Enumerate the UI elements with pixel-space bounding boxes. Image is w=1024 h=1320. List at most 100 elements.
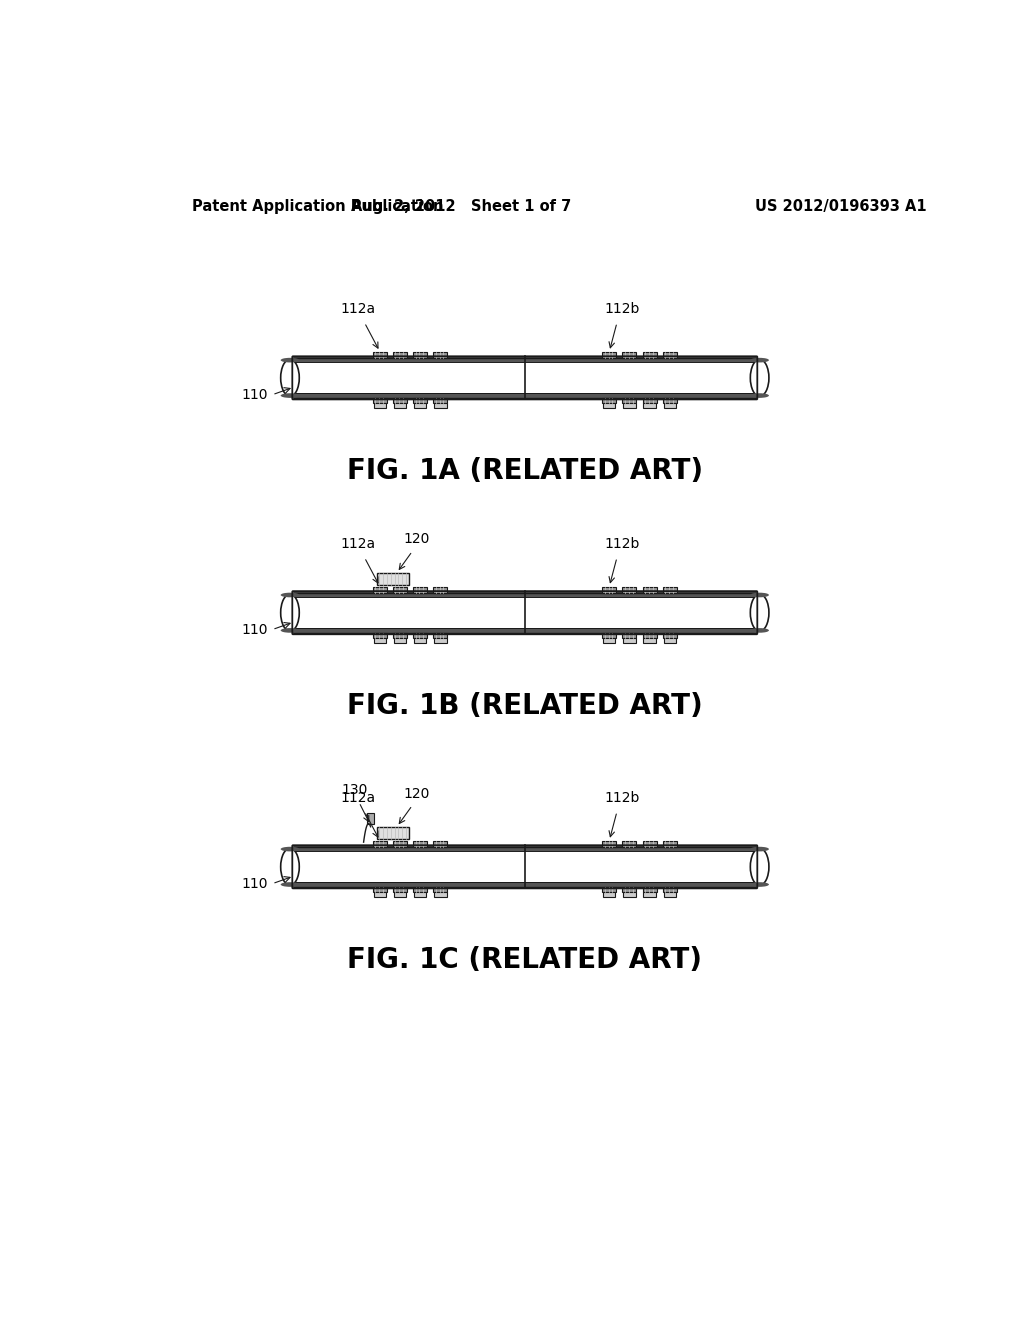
Ellipse shape xyxy=(281,359,299,396)
Bar xyxy=(294,393,756,397)
Bar xyxy=(643,397,656,404)
Bar xyxy=(374,638,386,643)
Text: 112a: 112a xyxy=(341,537,376,552)
Bar xyxy=(414,632,427,638)
Bar xyxy=(624,404,636,408)
Bar xyxy=(643,841,656,847)
Text: 120: 120 xyxy=(403,532,429,546)
Bar xyxy=(414,887,427,892)
Bar xyxy=(643,892,655,896)
Bar xyxy=(294,882,756,887)
Bar xyxy=(377,573,410,585)
Bar xyxy=(664,638,676,643)
Text: Patent Application Publication: Patent Application Publication xyxy=(191,198,443,214)
Bar xyxy=(373,887,387,892)
Bar xyxy=(602,586,616,593)
Ellipse shape xyxy=(751,594,769,631)
Bar xyxy=(603,404,615,408)
Bar xyxy=(663,841,677,847)
Bar xyxy=(414,841,427,847)
Bar xyxy=(294,593,756,597)
Bar xyxy=(373,586,387,593)
Ellipse shape xyxy=(751,882,769,887)
Ellipse shape xyxy=(751,393,769,397)
Bar xyxy=(624,638,636,643)
Bar xyxy=(663,586,677,593)
Bar xyxy=(414,404,426,408)
Bar xyxy=(623,841,636,847)
Ellipse shape xyxy=(281,594,299,631)
Bar xyxy=(374,404,386,408)
Text: 112a: 112a xyxy=(341,302,376,317)
Ellipse shape xyxy=(281,393,299,397)
Text: 112a: 112a xyxy=(341,791,376,805)
Bar xyxy=(367,813,375,824)
Text: US 2012/0196393 A1: US 2012/0196393 A1 xyxy=(755,198,927,214)
Ellipse shape xyxy=(281,593,299,597)
Bar xyxy=(394,404,407,408)
Bar xyxy=(394,892,407,896)
Bar xyxy=(414,351,427,358)
Bar xyxy=(643,632,656,638)
Bar xyxy=(393,841,407,847)
Bar xyxy=(434,892,446,896)
Bar xyxy=(393,397,407,404)
Bar xyxy=(603,638,615,643)
Bar xyxy=(374,892,386,896)
Text: FIG. 1B (RELATED ART): FIG. 1B (RELATED ART) xyxy=(347,692,702,719)
Bar xyxy=(393,586,407,593)
FancyBboxPatch shape xyxy=(294,593,756,632)
Bar xyxy=(434,404,446,408)
Bar xyxy=(294,358,756,363)
Bar xyxy=(373,397,387,404)
Bar xyxy=(643,887,656,892)
Bar xyxy=(294,628,756,632)
Bar xyxy=(373,632,387,638)
Bar xyxy=(433,632,447,638)
Bar xyxy=(624,892,636,896)
Text: 112b: 112b xyxy=(604,302,639,317)
FancyBboxPatch shape xyxy=(294,847,756,887)
Bar xyxy=(623,351,636,358)
Text: FIG. 1C (RELATED ART): FIG. 1C (RELATED ART) xyxy=(347,946,702,974)
Text: Aug. 2, 2012   Sheet 1 of 7: Aug. 2, 2012 Sheet 1 of 7 xyxy=(351,198,571,214)
Text: FIG. 1A (RELATED ART): FIG. 1A (RELATED ART) xyxy=(347,457,702,484)
Bar xyxy=(414,586,427,593)
Bar xyxy=(643,586,656,593)
Bar xyxy=(414,397,427,404)
Bar xyxy=(393,632,407,638)
Bar xyxy=(377,826,410,840)
FancyBboxPatch shape xyxy=(294,358,756,397)
Ellipse shape xyxy=(751,359,769,396)
Bar xyxy=(414,638,426,643)
Bar xyxy=(294,847,756,851)
Bar xyxy=(663,351,677,358)
Bar xyxy=(602,841,616,847)
Ellipse shape xyxy=(281,882,299,887)
Bar xyxy=(602,397,616,404)
Bar xyxy=(663,397,677,404)
Ellipse shape xyxy=(281,358,299,363)
Bar xyxy=(602,887,616,892)
Bar xyxy=(433,397,447,404)
Bar xyxy=(393,887,407,892)
Text: 110: 110 xyxy=(241,623,267,636)
Ellipse shape xyxy=(751,847,769,851)
Text: 110: 110 xyxy=(241,388,267,401)
Ellipse shape xyxy=(751,628,769,632)
Bar xyxy=(643,351,656,358)
Bar xyxy=(373,841,387,847)
Bar xyxy=(602,632,616,638)
Bar xyxy=(623,397,636,404)
Bar xyxy=(643,404,655,408)
Bar xyxy=(623,632,636,638)
Bar xyxy=(623,586,636,593)
Bar xyxy=(664,404,676,408)
Bar xyxy=(414,892,426,896)
Bar xyxy=(433,586,447,593)
Bar xyxy=(663,632,677,638)
Ellipse shape xyxy=(281,628,299,632)
Bar xyxy=(623,887,636,892)
Bar xyxy=(643,638,655,643)
Text: 130: 130 xyxy=(342,783,369,797)
